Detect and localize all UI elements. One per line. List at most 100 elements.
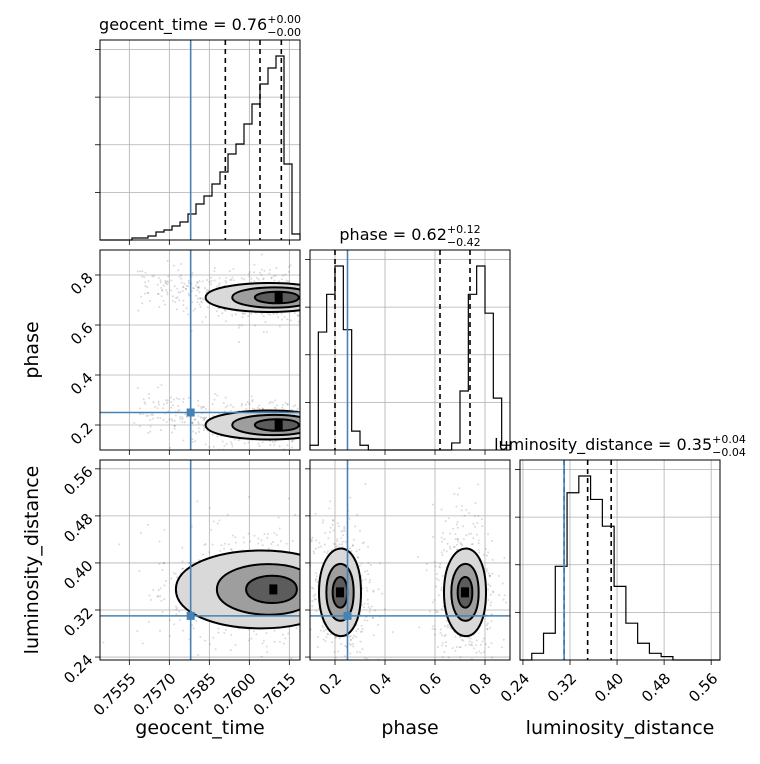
sample-point bbox=[143, 281, 146, 284]
sample-point bbox=[164, 279, 167, 282]
sample-point bbox=[313, 598, 316, 601]
sample-point bbox=[227, 543, 230, 546]
sample-point bbox=[348, 547, 351, 550]
sample-point bbox=[221, 312, 224, 315]
sample-point bbox=[332, 529, 335, 532]
sample-point bbox=[443, 635, 446, 638]
sample-point bbox=[181, 417, 184, 420]
sample-point bbox=[244, 312, 247, 315]
sample-point bbox=[349, 634, 352, 637]
sample-point bbox=[285, 279, 288, 282]
sample-point bbox=[288, 265, 291, 268]
panel-title-luminosity_distance: luminosity_distance = 0.35+0.04 bbox=[494, 433, 746, 455]
sample-point bbox=[247, 314, 250, 317]
sample-point bbox=[147, 280, 150, 283]
sample-point bbox=[224, 309, 227, 312]
sample-point bbox=[370, 605, 373, 608]
sample-point bbox=[268, 402, 271, 405]
sample-point bbox=[416, 556, 419, 559]
sample-point bbox=[468, 640, 471, 643]
sample-point bbox=[348, 517, 351, 520]
sample-point bbox=[187, 396, 190, 399]
sample-point bbox=[179, 618, 182, 621]
sample-point bbox=[229, 404, 232, 407]
sample-point bbox=[312, 595, 315, 598]
sample-point bbox=[474, 525, 477, 528]
sample-point bbox=[170, 401, 173, 404]
sample-point bbox=[234, 313, 237, 316]
sample-point bbox=[361, 648, 364, 651]
sample-point bbox=[358, 564, 361, 567]
sample-point bbox=[349, 496, 352, 499]
sample-point bbox=[170, 289, 173, 292]
sample-point bbox=[458, 646, 461, 649]
sample-point bbox=[267, 312, 270, 315]
sample-point bbox=[248, 275, 251, 278]
sample-point bbox=[199, 305, 202, 308]
sample-point bbox=[440, 589, 443, 592]
sample-point bbox=[165, 289, 168, 292]
contour-line bbox=[245, 574, 298, 605]
sample-point bbox=[490, 613, 493, 616]
sample-point bbox=[431, 628, 434, 631]
sample-point bbox=[147, 523, 150, 526]
sample-point bbox=[166, 283, 169, 286]
sample-point bbox=[174, 414, 177, 417]
sample-point bbox=[470, 543, 473, 546]
sample-point bbox=[356, 556, 359, 559]
sample-point bbox=[185, 287, 188, 290]
sample-point bbox=[273, 443, 276, 446]
sample-point bbox=[194, 307, 197, 310]
sample-point bbox=[139, 532, 142, 535]
sample-point bbox=[361, 628, 364, 631]
sample-point bbox=[486, 627, 489, 630]
sample-point bbox=[334, 543, 337, 546]
sample-point bbox=[147, 292, 150, 295]
sample-point bbox=[218, 282, 221, 285]
sample-point bbox=[179, 291, 182, 294]
density-peak bbox=[269, 584, 278, 595]
sample-point bbox=[177, 405, 180, 408]
sample-point bbox=[225, 443, 228, 446]
sample-point bbox=[425, 569, 428, 572]
sample-point bbox=[352, 636, 355, 639]
sample-point bbox=[136, 270, 139, 273]
sample-point bbox=[340, 530, 343, 533]
sample-point bbox=[364, 483, 367, 486]
sample-point bbox=[176, 607, 179, 610]
sample-point bbox=[487, 533, 490, 536]
sample-point bbox=[261, 544, 264, 547]
sample-point bbox=[176, 287, 179, 290]
sample-point bbox=[199, 636, 202, 639]
sample-point bbox=[202, 416, 205, 419]
sample-point bbox=[224, 396, 227, 399]
sample-point bbox=[210, 528, 213, 531]
sample-point bbox=[489, 626, 492, 629]
sample-point bbox=[311, 599, 314, 602]
sample-point bbox=[161, 610, 164, 613]
sample-point bbox=[502, 598, 505, 601]
sample-point bbox=[315, 572, 318, 575]
sample-point bbox=[197, 653, 200, 656]
sample-point bbox=[367, 545, 370, 548]
sample-point bbox=[240, 402, 243, 405]
sample-point bbox=[435, 577, 438, 580]
sample-point bbox=[192, 430, 195, 433]
sample-point bbox=[159, 281, 162, 284]
sample-point bbox=[173, 285, 176, 288]
sample-point bbox=[451, 647, 454, 650]
sample-point bbox=[344, 540, 347, 543]
sample-point bbox=[231, 534, 234, 537]
sample-point bbox=[182, 299, 185, 302]
sample-point bbox=[336, 540, 339, 543]
sample-point bbox=[139, 295, 142, 298]
sample-point bbox=[324, 640, 327, 643]
sample-point bbox=[136, 629, 139, 632]
sample-point bbox=[367, 573, 370, 576]
sample-point bbox=[210, 276, 213, 279]
sample-point bbox=[489, 574, 492, 577]
sample-point bbox=[291, 539, 294, 542]
sample-point bbox=[311, 536, 314, 539]
x-axis-label-geocent_time: geocent_time bbox=[135, 717, 264, 739]
sample-point bbox=[488, 574, 491, 577]
